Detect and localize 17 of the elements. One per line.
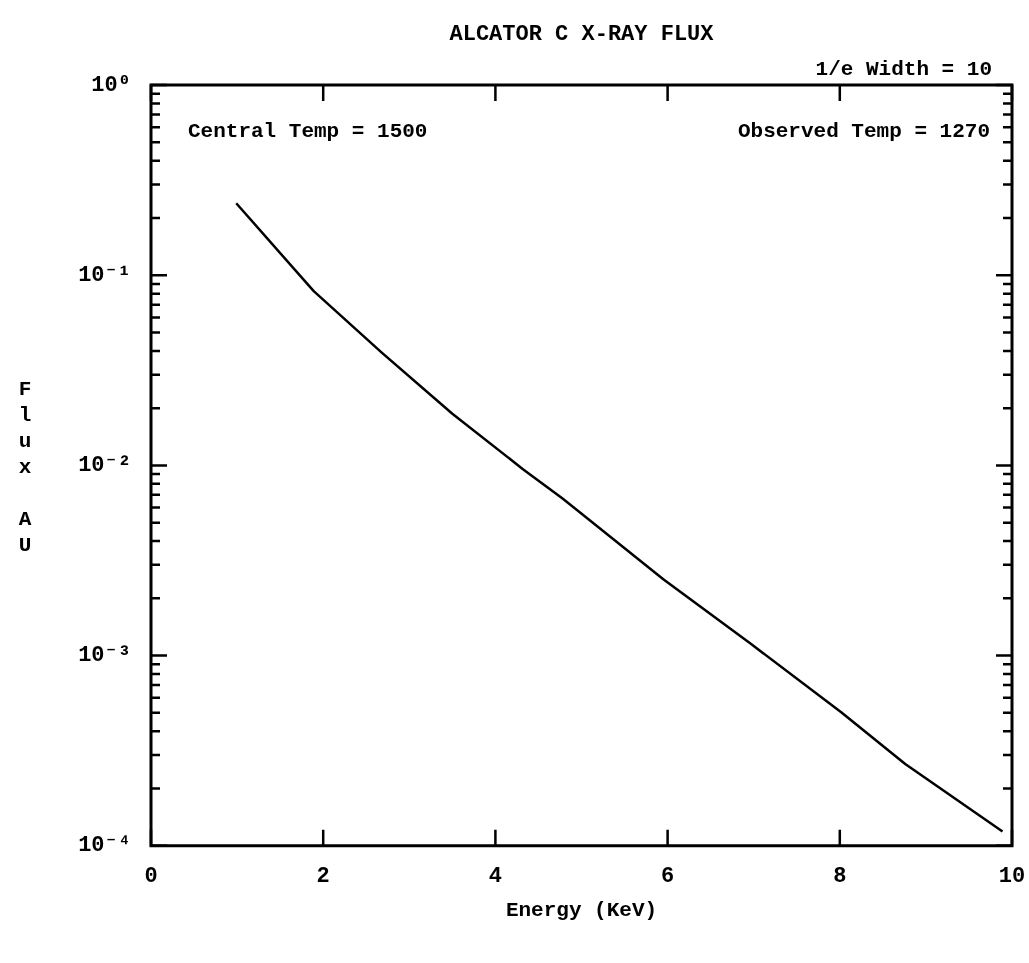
- y-tick-label: 10⁰: [91, 72, 131, 98]
- x-tick-label: 10: [998, 864, 1026, 890]
- x-tick-label: 8: [833, 864, 847, 890]
- x-tick-label: 0: [144, 864, 158, 890]
- text: 1/e Width = 10: [815, 58, 992, 81]
- x-tick-label: 6: [661, 864, 675, 890]
- chart-title: ALCATOR C X-RAY FLUX: [449, 22, 715, 47]
- y-tick-label: 10⁻³: [78, 643, 131, 669]
- y-tick-label: 10⁻⁴: [78, 833, 131, 859]
- x-tick-label: 4: [488, 864, 502, 890]
- x-axis-title: Energy (KeV): [505, 898, 658, 922]
- annotation: Observed Temp = 1270: [737, 120, 990, 143]
- annotation: Central Temp = 1500: [188, 120, 428, 143]
- y-tick-label: 10⁻²: [78, 452, 131, 478]
- text: Flux AU: [18, 378, 32, 558]
- y-tick-label: 10⁻¹: [78, 262, 131, 288]
- x-tick-label: 2: [316, 864, 330, 890]
